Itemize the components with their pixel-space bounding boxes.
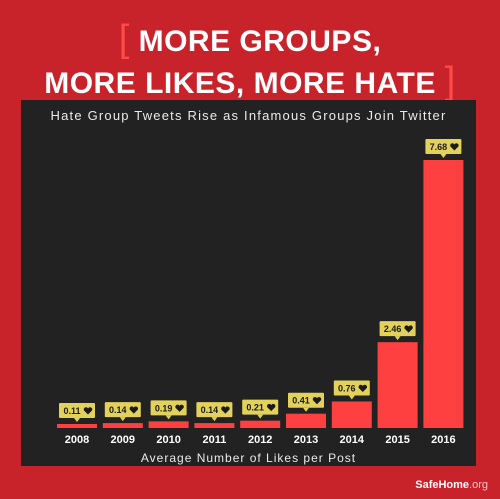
x-axis-label: Average Number of Likes per Post: [140, 451, 357, 465]
data-label-2015: 2.46: [384, 324, 402, 334]
bar-2016: [423, 160, 464, 428]
bar-2015: [377, 342, 418, 428]
data-label-2016: 7.68: [430, 142, 448, 152]
heart-icon: [312, 396, 322, 405]
heart-icon: [83, 407, 93, 415]
x-tick-2009: 2009: [111, 434, 135, 446]
x-tick-2016: 2016: [431, 434, 455, 446]
value-label-pointer: [394, 336, 401, 341]
value-label-pointer: [74, 418, 80, 422]
bar-2013: [286, 413, 326, 428]
bar-2014: [331, 401, 372, 428]
data-label-2009: 0.14: [109, 405, 127, 415]
value-label-box: [59, 403, 95, 418]
bar-2012: [240, 420, 281, 428]
heart-icon: [175, 404, 184, 412]
data-label-2011: 0.14: [201, 405, 219, 415]
value-label-pointer: [119, 417, 126, 422]
bar-2008: [57, 424, 97, 428]
headline-line-1: [ MORE GROUPS,: [0, 18, 500, 61]
x-tick-2014: 2014: [340, 434, 365, 446]
value-label-pointer: [165, 415, 172, 420]
bar-2010: [148, 421, 189, 428]
value-label-box: [425, 139, 462, 154]
value-label-box: [104, 402, 141, 418]
data-label-2013: 0.41: [292, 396, 310, 406]
heart-icon: [358, 384, 368, 392]
chart-title: Hate Group Tweets Rise as Infamous Group…: [50, 108, 447, 123]
bar-2011: [194, 423, 235, 428]
x-tick-2012: 2012: [248, 434, 272, 446]
headline-bracket-open: [: [118, 18, 130, 60]
value-label-pointer: [348, 395, 355, 400]
heart-icon: [266, 403, 276, 412]
value-label-pointer: [211, 417, 218, 422]
x-tick-2010: 2010: [156, 434, 180, 446]
headline-text-2: MORE LIKES, MORE HATE: [44, 67, 436, 100]
value-label-box: [196, 402, 233, 418]
value-label-box: [333, 380, 370, 396]
brand-logo: SafeHome.org: [415, 479, 488, 491]
x-tick-2015: 2015: [385, 434, 409, 446]
heart-icon: [450, 143, 459, 151]
value-label-box: [150, 400, 187, 416]
value-label-box: [288, 392, 324, 408]
heart-icon: [221, 406, 230, 414]
value-label-box: [242, 399, 279, 415]
bar-2009: [102, 423, 143, 428]
x-tick-2011: 2011: [202, 434, 226, 446]
headline-line-2: MORE LIKES, MORE HATE ]: [0, 60, 500, 103]
brand-name: SafeHome: [415, 479, 470, 491]
value-label-pointer: [303, 407, 309, 412]
heart-icon: [404, 325, 413, 333]
data-label-2014: 0.76: [338, 383, 356, 393]
data-label-2008: 0.11: [63, 406, 80, 416]
headline-bracket-close: ]: [444, 60, 456, 102]
value-label-box: [379, 321, 416, 337]
brand-tld: .org: [469, 479, 488, 491]
value-label-pointer: [257, 414, 264, 419]
data-label-2010: 0.19: [155, 403, 173, 413]
data-label-2012: 0.21: [246, 403, 264, 413]
value-label-pointer: [440, 154, 447, 158]
x-tick-2013: 2013: [294, 434, 318, 446]
x-tick-2008: 2008: [65, 434, 89, 446]
headline-text-1: MORE GROUPS,: [138, 25, 382, 58]
heart-icon: [129, 406, 139, 414]
